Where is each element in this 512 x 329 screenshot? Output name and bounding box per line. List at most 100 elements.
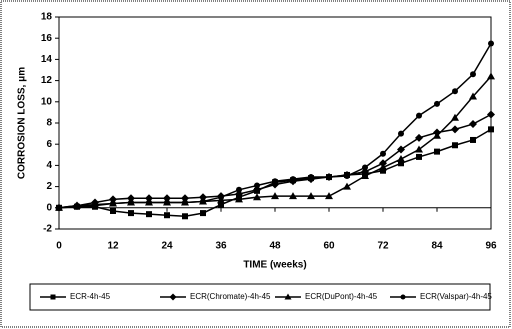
y-tick-label: 12 — [41, 75, 53, 86]
marker — [416, 153, 422, 160]
marker — [50, 294, 56, 300]
marker — [398, 130, 404, 137]
y-axis-label: CORROSION LOSS, μm — [17, 67, 28, 179]
marker — [128, 199, 134, 206]
y-tick-label: 6 — [46, 139, 52, 150]
marker — [110, 207, 116, 214]
marker — [451, 113, 459, 121]
marker — [470, 136, 476, 143]
x-axis-label: TIME (weeks) — [243, 260, 306, 271]
y-tick-label: 4 — [46, 160, 52, 171]
marker — [182, 199, 188, 206]
marker — [109, 195, 117, 204]
x-tick-label: 96 — [485, 241, 497, 252]
marker — [307, 192, 315, 200]
marker — [379, 159, 387, 168]
marker — [146, 199, 152, 206]
marker — [200, 210, 206, 217]
marker — [451, 125, 459, 134]
marker — [272, 178, 278, 185]
marker — [452, 142, 458, 149]
marker — [416, 112, 422, 119]
marker — [289, 192, 297, 200]
marker — [110, 200, 116, 207]
marker — [415, 133, 423, 142]
marker — [488, 126, 494, 133]
marker — [434, 100, 440, 107]
y-tick-label: 16 — [41, 33, 53, 44]
marker — [415, 145, 423, 153]
marker — [253, 185, 261, 194]
marker — [235, 195, 243, 203]
y-tick-label: 14 — [41, 54, 53, 65]
x-tick-label: 60 — [323, 241, 335, 252]
marker — [452, 88, 458, 95]
marker — [469, 92, 477, 100]
marker — [325, 192, 333, 200]
marker — [254, 182, 260, 189]
marker — [271, 192, 279, 200]
marker — [344, 173, 350, 179]
y-tick-label: 18 — [41, 12, 53, 23]
marker — [290, 176, 296, 183]
marker — [218, 194, 224, 201]
marker — [379, 163, 387, 171]
marker — [236, 186, 242, 193]
marker — [398, 160, 404, 167]
x-tick-label: 48 — [269, 241, 281, 252]
marker — [145, 194, 153, 203]
marker — [397, 155, 405, 163]
marker — [470, 71, 476, 78]
marker — [181, 194, 189, 203]
marker — [127, 194, 135, 203]
marker — [380, 167, 386, 174]
marker — [488, 40, 494, 47]
marker — [182, 213, 188, 220]
marker — [92, 202, 98, 209]
marker — [56, 204, 62, 211]
y-tick-label: -2 — [43, 224, 52, 235]
y-tick-label: 10 — [41, 96, 53, 107]
marker — [74, 203, 80, 210]
marker — [164, 212, 170, 219]
legend-label: ECR-4h-45 — [70, 292, 111, 301]
marker — [469, 120, 477, 129]
x-tick-label: 0 — [56, 241, 62, 252]
marker — [163, 194, 171, 203]
marker — [400, 294, 406, 300]
x-tick-label: 72 — [377, 241, 389, 252]
marker — [308, 174, 314, 181]
x-tick-label: 12 — [107, 241, 119, 252]
marker — [343, 182, 351, 190]
marker — [487, 72, 495, 80]
marker — [380, 150, 386, 157]
marker — [199, 193, 207, 202]
marker — [200, 198, 206, 205]
y-tick-label: 8 — [46, 118, 52, 129]
x-tick-label: 84 — [431, 241, 443, 252]
y-tick-label: 2 — [46, 181, 52, 192]
marker — [284, 293, 292, 300]
marker — [164, 199, 170, 206]
x-tick-label: 24 — [161, 241, 173, 252]
marker — [326, 174, 332, 181]
marker — [361, 167, 369, 176]
marker — [218, 201, 224, 208]
marker — [235, 190, 243, 199]
y-tick-label: 0 — [46, 202, 52, 213]
marker — [253, 193, 261, 201]
marker — [433, 131, 441, 139]
x-tick-label: 36 — [215, 241, 227, 252]
marker — [487, 110, 495, 119]
marker — [146, 211, 152, 218]
marker — [397, 145, 405, 154]
marker — [361, 172, 369, 179]
legend-label: ECR(DuPont)-4h-45 — [305, 292, 378, 301]
legend-label: ECR(Valspar)-4h-45 — [420, 292, 492, 301]
legend-label: ECR(Chromate)-4h-45 — [190, 292, 271, 301]
marker — [362, 164, 368, 171]
marker — [128, 210, 134, 217]
marker — [169, 293, 177, 301]
